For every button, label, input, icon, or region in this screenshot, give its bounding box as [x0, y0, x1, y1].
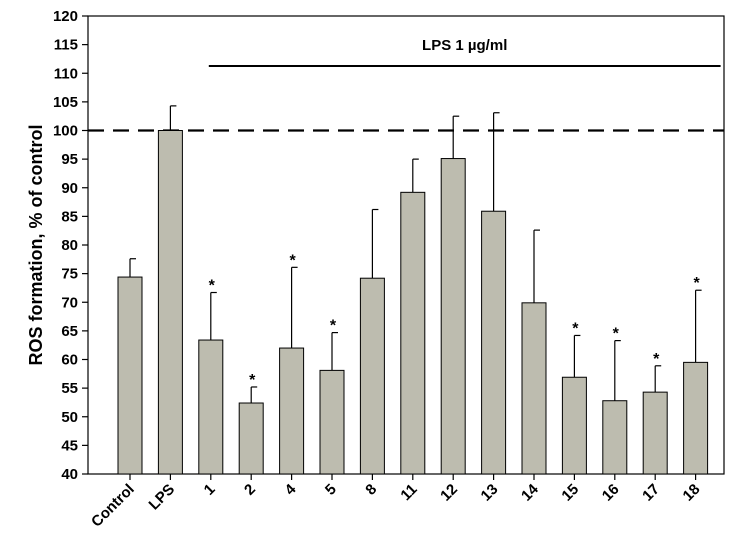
significance-marker: * [209, 278, 216, 295]
bar [400, 191, 426, 475]
x-tick-label: LPS [146, 481, 179, 514]
x-tick-label: 4 [282, 480, 300, 498]
y-tick-label: 85 [61, 208, 78, 225]
bar [642, 391, 668, 475]
y-tick-label: 60 [61, 352, 78, 369]
y-axis-title: ROS formation, % of control [26, 125, 46, 366]
y-tick-label: 40 [61, 466, 78, 483]
bar [198, 339, 224, 475]
y-tick-label: 55 [61, 380, 78, 397]
y-tick-label: 70 [61, 294, 78, 311]
x-tick-label: 8 [362, 481, 380, 499]
y-tick-label: 65 [61, 323, 78, 340]
bar [602, 400, 628, 475]
bar [359, 277, 385, 475]
x-tick-label: 2 [241, 481, 259, 499]
bar [117, 276, 143, 475]
significance-marker: * [330, 318, 337, 335]
bar [521, 302, 547, 475]
x-tick-label: 12 [437, 481, 461, 505]
y-tick-label: 50 [61, 409, 78, 426]
bar [561, 376, 587, 475]
bar [157, 130, 183, 475]
bar [683, 361, 709, 475]
x-tick-label: 16 [599, 481, 623, 505]
significance-marker: * [289, 252, 296, 269]
significance-marker: * [693, 275, 700, 292]
y-tick-label: 100 [53, 123, 78, 140]
x-tick-label: 14 [518, 480, 542, 504]
x-tick-label: 13 [478, 481, 502, 505]
bar [481, 210, 507, 475]
significance-marker: * [613, 326, 620, 343]
x-tick-label: 18 [680, 481, 704, 505]
bar [319, 369, 345, 475]
x-tick-label: Control [88, 481, 138, 531]
bar [279, 347, 305, 475]
x-tick-label: 11 [397, 481, 420, 504]
x-tick-label: 17 [639, 481, 663, 505]
bar [440, 158, 466, 475]
y-tick-label: 120 [53, 8, 78, 25]
x-tick-label: 1 [201, 481, 219, 499]
y-tick-label: 95 [61, 151, 78, 168]
y-tick-label: 90 [61, 180, 78, 197]
y-tick-label: 115 [54, 37, 78, 54]
x-tick-label: 5 [322, 481, 340, 499]
plot-area: 404550556065707580859095100105110115120C… [53, 8, 725, 531]
lps-annotation-label: LPS 1 µg/ml [422, 37, 507, 54]
y-tick-label: 75 [61, 266, 78, 283]
y-tick-label: 105 [53, 94, 78, 111]
significance-marker: * [572, 320, 579, 337]
y-tick-label: 80 [61, 237, 78, 254]
y-tick-label: 110 [54, 65, 78, 82]
significance-marker: * [653, 351, 660, 368]
y-tick-label: 45 [61, 437, 78, 454]
x-tick-label: 15 [558, 481, 582, 505]
bar [238, 402, 264, 475]
significance-marker: * [249, 372, 256, 389]
